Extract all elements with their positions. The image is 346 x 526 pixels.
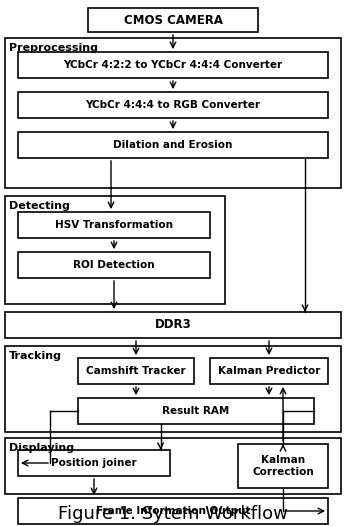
- Text: CMOS CAMERA: CMOS CAMERA: [124, 14, 222, 26]
- Bar: [5, 196, 225, 304]
- Text: Detecting: Detecting: [9, 201, 70, 211]
- Bar: [238, 444, 328, 488]
- Text: Frame Information Output: Frame Information Output: [96, 506, 250, 516]
- Text: Kalman
Correction: Kalman Correction: [252, 455, 314, 477]
- Text: Dilation and Erosion: Dilation and Erosion: [113, 140, 233, 150]
- Text: HSV Transformation: HSV Transformation: [55, 220, 173, 230]
- Bar: [18, 252, 210, 278]
- Bar: [78, 398, 314, 424]
- Bar: [5, 346, 341, 432]
- Text: ROI Detection: ROI Detection: [73, 260, 155, 270]
- Bar: [210, 358, 328, 384]
- Bar: [78, 358, 194, 384]
- Bar: [88, 8, 258, 32]
- Text: Result RAM: Result RAM: [162, 406, 230, 416]
- Text: Position joiner: Position joiner: [51, 458, 137, 468]
- Bar: [18, 212, 210, 238]
- Text: Preprocessing: Preprocessing: [9, 43, 98, 53]
- Bar: [18, 52, 328, 78]
- Text: Tracking: Tracking: [9, 351, 62, 361]
- Text: YCbCr 4:4:4 to RGB Converter: YCbCr 4:4:4 to RGB Converter: [85, 100, 261, 110]
- Bar: [18, 132, 328, 158]
- Text: Figure 1. Sytem Workflow: Figure 1. Sytem Workflow: [58, 505, 288, 523]
- Text: Camshift Tracker: Camshift Tracker: [86, 366, 186, 376]
- Text: Displaying: Displaying: [9, 443, 74, 453]
- Bar: [5, 38, 341, 188]
- Bar: [18, 92, 328, 118]
- Bar: [5, 312, 341, 338]
- Bar: [18, 450, 170, 476]
- Text: DDR3: DDR3: [155, 319, 191, 331]
- Bar: [18, 498, 328, 524]
- Bar: [5, 438, 341, 494]
- Text: Kalman Predictor: Kalman Predictor: [218, 366, 320, 376]
- Text: YCbCr 4:2:2 to YCbCr 4:4:4 Converter: YCbCr 4:2:2 to YCbCr 4:4:4 Converter: [63, 60, 283, 70]
